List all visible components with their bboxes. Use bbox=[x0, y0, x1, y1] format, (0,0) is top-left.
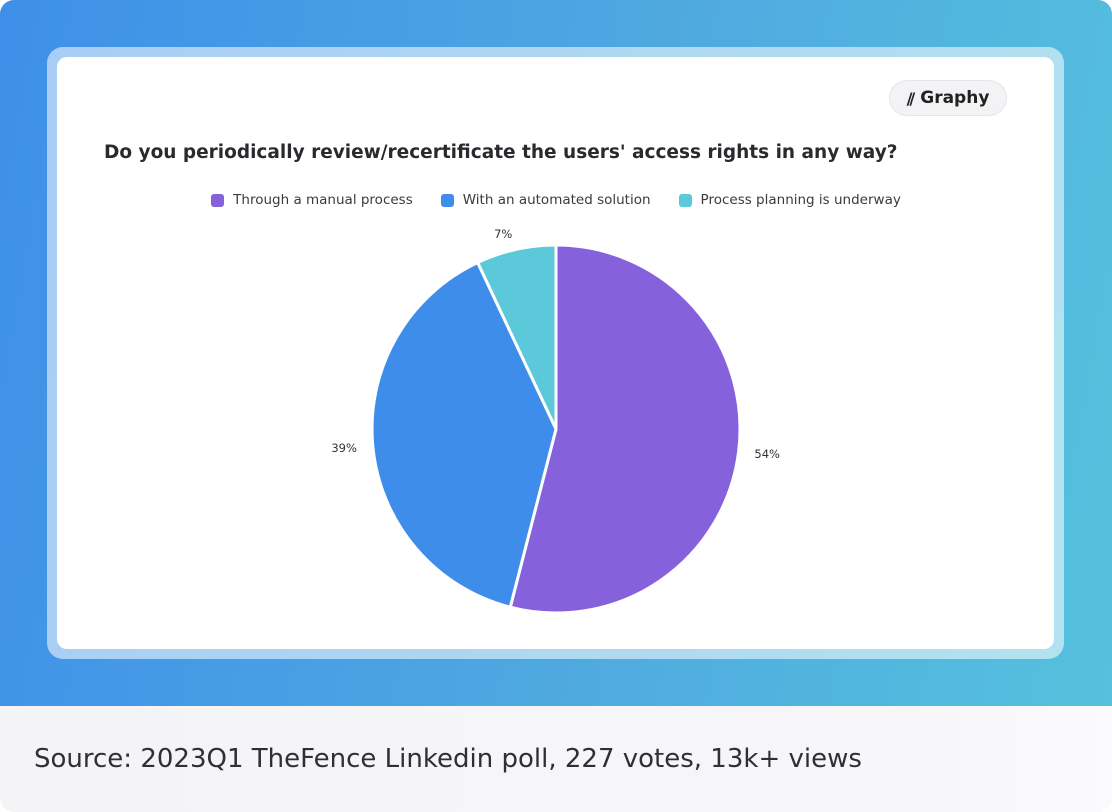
graphy-logo-icon: // bbox=[906, 88, 916, 108]
pie-slice-planning[interactable] bbox=[476, 243, 558, 431]
pie-chart: 54% 39% 7% bbox=[331, 227, 780, 615]
chart-title: Do you periodically review/recertificate… bbox=[104, 142, 898, 163]
chart-legend: Through a manual process With an automat… bbox=[0, 192, 1112, 208]
source-caption: Source: 2023Q1 TheFence Linkedin poll, 2… bbox=[34, 744, 862, 774]
legend-swatch-automated bbox=[440, 193, 454, 207]
footer-bar bbox=[0, 706, 1112, 812]
legend-label-planning: Process planning is underway bbox=[700, 192, 901, 208]
legend-item-automated[interactable]: With an automated solution bbox=[440, 192, 651, 208]
pie-label-planning: 7% bbox=[494, 227, 512, 241]
graphy-brand-name: Graphy bbox=[920, 88, 990, 108]
legend-swatch-manual bbox=[211, 193, 225, 207]
graphy-badge[interactable]: // Graphy bbox=[889, 80, 1007, 116]
legend-item-planning[interactable]: Process planning is underway bbox=[678, 192, 901, 208]
pie-slice-manual[interactable] bbox=[508, 243, 742, 615]
legend-swatch-planning bbox=[678, 193, 692, 207]
legend-label-automated: With an automated solution bbox=[462, 192, 651, 208]
legend-label-manual: Through a manual process bbox=[233, 192, 413, 208]
pie-label-automated: 39% bbox=[331, 441, 357, 455]
pie-slice-automated[interactable] bbox=[370, 261, 558, 609]
legend-item-manual[interactable]: Through a manual process bbox=[211, 192, 413, 208]
pie-label-manual: 54% bbox=[754, 447, 780, 461]
